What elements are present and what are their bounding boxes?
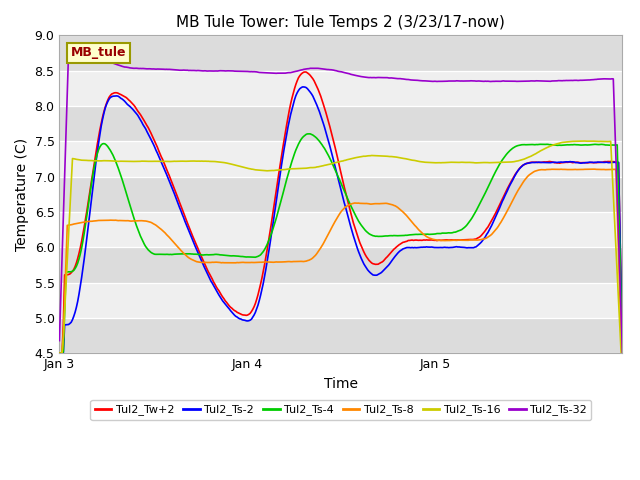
- Bar: [60, 318, 623, 353]
- Text: MB_tule: MB_tule: [70, 47, 126, 60]
- Bar: [60, 247, 623, 283]
- Bar: [60, 36, 623, 71]
- Bar: [60, 141, 623, 177]
- Bar: [60, 177, 623, 212]
- Bar: [60, 212, 623, 247]
- Title: MB Tule Tower: Tule Temps 2 (3/23/17-now): MB Tule Tower: Tule Temps 2 (3/23/17-now…: [177, 15, 506, 30]
- Bar: [60, 71, 623, 106]
- Legend: Tul2_Tw+2, Tul2_Ts-2, Tul2_Ts-4, Tul2_Ts-8, Tul2_Ts-16, Tul2_Ts-32: Tul2_Tw+2, Tul2_Ts-2, Tul2_Ts-4, Tul2_Ts…: [90, 400, 591, 420]
- Bar: [60, 283, 623, 318]
- Bar: [60, 106, 623, 141]
- X-axis label: Time: Time: [324, 377, 358, 391]
- Y-axis label: Temperature (C): Temperature (C): [15, 138, 29, 251]
